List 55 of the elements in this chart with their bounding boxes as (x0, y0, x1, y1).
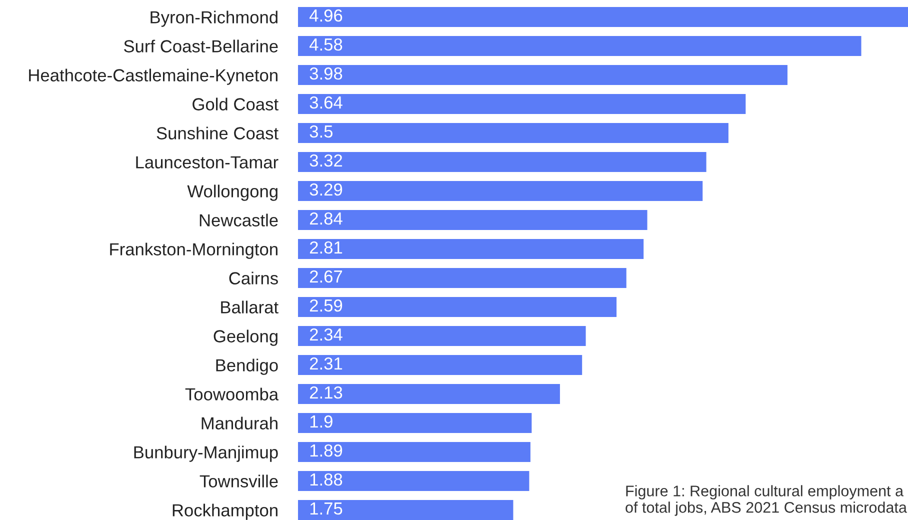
data-label: 3.98 (310, 67, 342, 80)
y-tick-label: Launceston-Tamar (136, 156, 278, 168)
bar (298, 442, 530, 462)
y-tick-label: Ballarat (221, 300, 278, 314)
bar (298, 470, 530, 492)
y-tick-label: Wollongong (187, 184, 278, 201)
bar (298, 296, 617, 318)
bar (298, 238, 644, 260)
data-label: 1.89 (310, 444, 342, 457)
data-label: 1.88 (310, 473, 342, 486)
y-tick-label: Geelong (214, 330, 278, 346)
y-tick-label: Heathcote-Castlemaine-Kyneton (29, 68, 278, 85)
y-tick-label: Surf Coast-Bellarine (124, 40, 278, 52)
bar (298, 500, 514, 520)
data-label: 3.32 (310, 154, 342, 167)
bar (298, 94, 746, 114)
bar (298, 210, 648, 230)
y-tick-label: Cairns (229, 272, 278, 284)
y-tick-label: Toowoomba (185, 388, 279, 400)
bar (298, 384, 560, 404)
data-label: 2.34 (310, 328, 342, 341)
data-label: 3.29 (310, 183, 342, 196)
bar (298, 412, 532, 434)
data-label: 2.13 (310, 386, 342, 399)
y-tick-label: Mandurah (202, 416, 278, 430)
data-label: 1.9 (310, 415, 332, 428)
data-label: 2.31 (310, 357, 342, 370)
data-label: 3.5 (310, 125, 333, 138)
bar (298, 6, 908, 28)
y-tick-label: Townsville (200, 474, 278, 488)
y-tick-label: Sunshine Coast (156, 126, 278, 140)
y-tick-label: Bunbury-Manjimup (134, 446, 278, 462)
data-label: 1.75 (310, 502, 342, 515)
data-label: 2.59 (310, 299, 342, 312)
y-tick-label: Rockhampton (172, 504, 278, 520)
bar (298, 152, 706, 172)
data-label: 4.96 (310, 9, 342, 22)
bar (298, 326, 586, 346)
y-tick-label: Bendigo (216, 358, 278, 375)
data-label: 3.64 (310, 96, 342, 109)
bar (298, 268, 626, 288)
y-tick-label: Frankston-Mornington (110, 242, 278, 259)
data-label: 4.58 (310, 38, 342, 51)
y-tick-label: Newcastle (200, 214, 278, 226)
bar (298, 36, 862, 56)
data-label: 2.84 (310, 212, 342, 225)
bar (298, 180, 703, 202)
bar (298, 354, 582, 376)
annotation: Figure 1: Regional cultural employment a of total jobs, ABS 2021 Census microdata (626, 485, 907, 516)
y-tick-label: Gold Coast (192, 98, 278, 110)
bar (298, 122, 728, 144)
data-label: 2.81 (310, 241, 342, 254)
data-label: 2.67 (310, 270, 342, 283)
bar (298, 64, 788, 86)
y-tick-label: Byron-Richmond (150, 10, 278, 27)
